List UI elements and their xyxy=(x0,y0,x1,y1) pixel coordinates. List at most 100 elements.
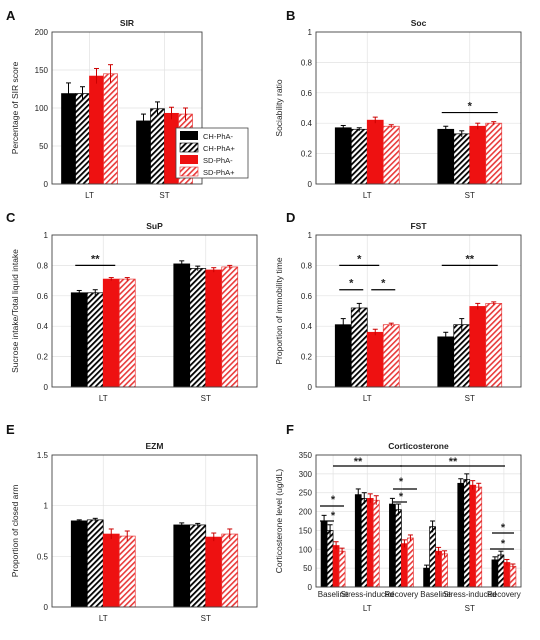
bar-sd-pha-plus xyxy=(382,125,400,185)
bar-ch-pha-plus xyxy=(463,479,471,588)
legend-label: CH-PhA+ xyxy=(203,144,236,153)
bar-ch-pha-minus xyxy=(437,128,455,185)
y-tick-label: 1 xyxy=(308,28,313,37)
chart-ezm: 0 0.5 1 1.5 LT ST EZM Proportion of closed arm xyxy=(10,441,258,623)
bar-sd-pha-minus xyxy=(366,498,374,588)
bar-sd-pha-plus xyxy=(382,324,400,388)
bar-ch-pha-plus xyxy=(75,93,90,185)
x-tick-label: Recovery xyxy=(385,590,419,599)
bar-sd-pha-plus xyxy=(509,565,517,588)
sig-star: ** xyxy=(465,253,474,265)
x-tick-label: ST xyxy=(465,191,475,200)
y-tick-label: 0 xyxy=(44,383,49,392)
x-tick-label: LT xyxy=(363,191,372,200)
bar-sd-pha-plus xyxy=(103,73,118,185)
chart-soc: 0 0.2 0.4 0.6 0.8 1 LT ST * Soc Sociability ratio xyxy=(274,18,522,200)
chart-title: Soc xyxy=(411,18,427,28)
sig-star: * xyxy=(331,494,336,506)
sig-star: * xyxy=(399,491,404,503)
bar-ch-pha-minus xyxy=(389,503,396,588)
bar-ch-pha-minus xyxy=(136,120,151,185)
chart-sir: 0 50 100 150 200 LT ST SIR Percentage of SIR sco… xyxy=(10,18,203,200)
legend-label: SD-PhA+ xyxy=(203,168,235,177)
y-tick-label: 1 xyxy=(44,231,49,240)
bar-ch-pha-minus xyxy=(491,559,499,588)
group-label: LT xyxy=(363,604,372,613)
bar-ch-pha-minus xyxy=(457,482,465,588)
panel-label-b: B xyxy=(286,8,295,23)
plot-frame xyxy=(315,234,522,388)
sig-star: * xyxy=(399,476,404,488)
sig-star: * xyxy=(349,278,354,290)
x-tick-label: LT xyxy=(363,394,372,403)
bar-ch-pha-minus xyxy=(437,336,455,388)
sig-star: * xyxy=(381,278,386,290)
y-tick-label: 0.8 xyxy=(301,58,313,67)
bar-ch-pha-plus xyxy=(86,292,104,388)
y-tick-label: 50 xyxy=(39,142,48,151)
bar-sd-pha-minus xyxy=(332,545,340,588)
chart-sup: 0 0.2 0.4 0.6 0.8 1 LT ST ** SuP Sucrose intake/To… xyxy=(10,221,258,403)
y-axis-label: Proportion of immobility time xyxy=(274,257,284,365)
bar-sd-pha-plus xyxy=(118,535,136,608)
bar-ch-pha-plus xyxy=(429,526,436,588)
panel-label-a: A xyxy=(6,8,16,23)
panel-label-d: D xyxy=(286,210,295,225)
y-axis-label: Sucrose intake/Total liquid intake xyxy=(10,249,20,373)
bar-sd-pha-plus xyxy=(485,122,503,185)
x-tick-label: LT xyxy=(99,614,108,623)
y-tick-label: 150 xyxy=(35,66,49,75)
x-tick-label: LT xyxy=(99,394,108,403)
bar-sd-pha-plus xyxy=(441,553,448,588)
x-tick-label: Stress-induced xyxy=(341,590,394,599)
y-tick-label: 50 xyxy=(303,564,312,573)
bar-ch-pha-plus xyxy=(326,530,334,588)
sig-star: ** xyxy=(449,456,458,468)
bar-sd-pha-minus xyxy=(102,533,120,608)
chart-title: Corticosterone xyxy=(388,441,449,451)
bar-sd-pha-plus xyxy=(475,486,483,588)
y-tick-label: 100 xyxy=(35,104,49,113)
bar-ch-pha-plus xyxy=(497,554,505,588)
y-tick-label: 300 xyxy=(299,470,313,479)
bar-ch-pha-minus xyxy=(173,263,191,388)
bar-ch-pha-plus xyxy=(453,324,471,388)
bar-sd-pha-plus xyxy=(221,533,239,608)
bar-sd-pha-plus xyxy=(118,278,136,388)
group-label: ST xyxy=(465,604,475,613)
y-axis-label: Corticosterone level (ug/dL) xyxy=(274,469,284,574)
legend: CH-PhA- CH-PhA+ SD-PhA- SD-PhA+ xyxy=(175,127,249,179)
legend-label: SD-PhA- xyxy=(203,156,233,165)
x-tick-label: ST xyxy=(201,614,211,623)
bar-ch-pha-minus xyxy=(70,292,88,388)
legend-swatch-sd-pha-plus xyxy=(179,166,199,177)
panel-label-c: C xyxy=(6,210,16,225)
y-tick-label: 0.2 xyxy=(37,353,49,362)
y-tick-label: 0 xyxy=(308,383,313,392)
plot-frame xyxy=(51,454,258,608)
bar-ch-pha-plus xyxy=(350,307,368,388)
sig-star: * xyxy=(357,253,362,265)
y-tick-label: 1 xyxy=(308,231,313,240)
legend-swatch-ch-pha-plus xyxy=(179,142,199,153)
x-tick-label: Baseline xyxy=(420,590,451,599)
legend-label: CH-PhA- xyxy=(203,132,234,141)
y-axis-label: Percentage of SIR score xyxy=(10,61,20,154)
bar-ch-pha-minus xyxy=(320,520,328,588)
plot-frame xyxy=(315,454,522,588)
y-axis-label: Proportion of closed arm xyxy=(10,485,20,578)
legend-swatch-ch-pha-minus xyxy=(180,131,198,140)
y-tick-label: 0.2 xyxy=(301,353,313,362)
y-tick-label: 150 xyxy=(299,526,313,535)
y-tick-label: 0.6 xyxy=(301,89,313,98)
bar-sd-pha-minus xyxy=(102,278,120,388)
bar-ch-pha-plus xyxy=(360,498,368,588)
sig-star: ** xyxy=(91,253,100,265)
sig-star: ** xyxy=(354,456,363,468)
bar-sd-pha-minus xyxy=(435,550,442,588)
chart-corticosterone: 050100150200250300350BaselineStress-indu… xyxy=(274,441,522,613)
chart-title: SIR xyxy=(120,18,134,28)
chart-title: SuP xyxy=(146,221,163,231)
bar-ch-pha-plus xyxy=(453,133,471,185)
